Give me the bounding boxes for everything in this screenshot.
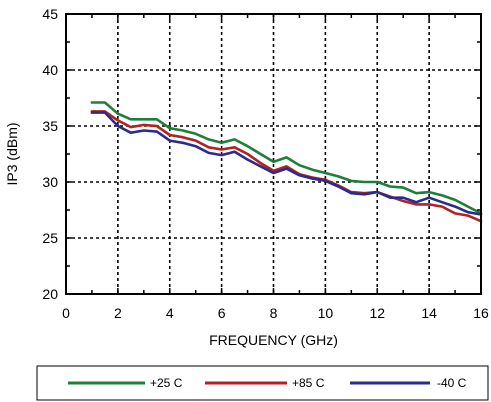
series-line-0 xyxy=(90,101,483,215)
y-tick-label: 35 xyxy=(42,118,58,134)
x-tick-label: 0 xyxy=(62,305,70,321)
x-tick-label: 12 xyxy=(369,305,385,321)
x-tick-label: 6 xyxy=(218,305,226,321)
legend-label-2: -40 C xyxy=(437,376,467,390)
x-tick-label: 4 xyxy=(166,305,174,321)
x-axis-title: FREQUENCY (GHz) xyxy=(209,332,338,348)
x-tick-label: 8 xyxy=(270,305,278,321)
legend-label-1: +85 C xyxy=(292,376,325,390)
y-tick-label: 30 xyxy=(42,174,58,190)
x-tick-label: 10 xyxy=(318,305,334,321)
y-axis-tick-labels: 20 25 30 35 40 45 xyxy=(42,6,58,302)
series-line-2 xyxy=(90,111,483,216)
x-axis-tick-labels: 0 2 4 6 8 10 12 14 16 xyxy=(62,305,489,321)
y-axis-title: IP3 (dBm) xyxy=(4,122,20,185)
x-tick-label: 16 xyxy=(473,305,489,321)
axis-ticks xyxy=(65,13,482,295)
legend-label-0: +25 C xyxy=(150,376,183,390)
x-tick-label: 2 xyxy=(114,305,122,321)
y-tick-label: 25 xyxy=(42,230,58,246)
legend: +25 C +85 C -40 C xyxy=(68,376,467,390)
series-lines xyxy=(90,101,483,223)
y-tick-label: 45 xyxy=(42,6,58,22)
x-tick-label: 14 xyxy=(421,305,437,321)
y-tick-label: 20 xyxy=(42,286,58,302)
y-tick-label: 40 xyxy=(42,62,58,78)
series-line-1 xyxy=(90,110,483,223)
